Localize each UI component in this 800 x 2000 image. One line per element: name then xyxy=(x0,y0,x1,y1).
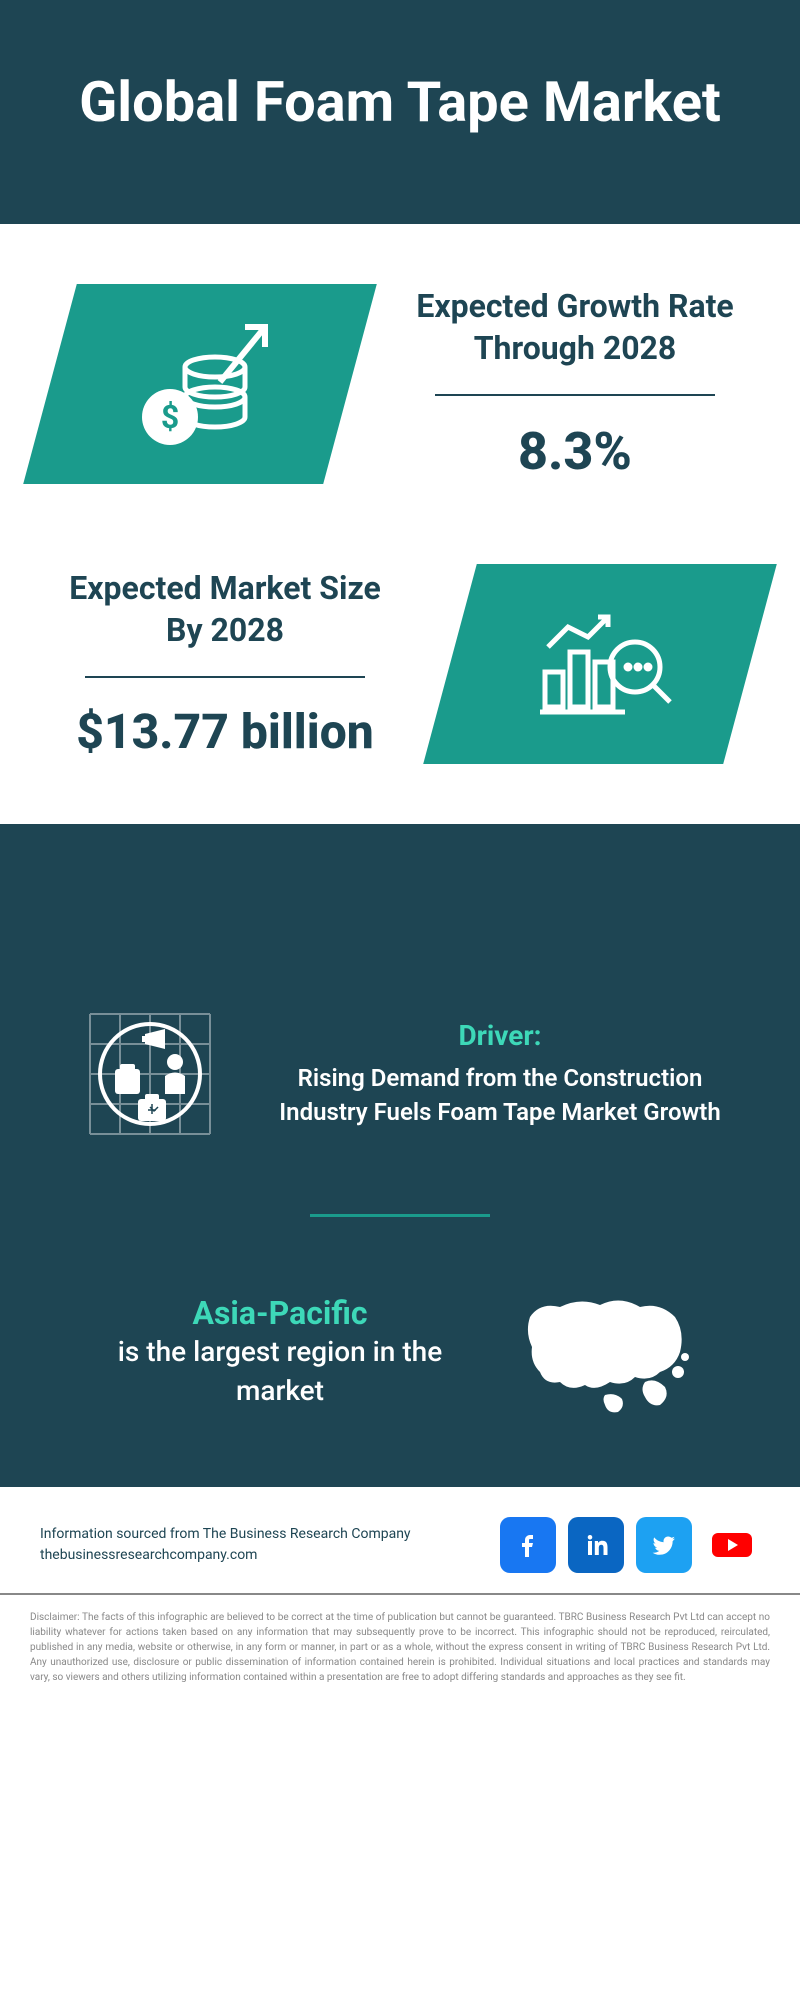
youtube-icon[interactable] xyxy=(704,1517,760,1573)
money-growth-icon: $ xyxy=(120,312,280,452)
region-name: Asia-Pacific xyxy=(90,1294,470,1332)
asia-pacific-map-icon xyxy=(510,1277,710,1427)
facebook-icon[interactable] xyxy=(500,1517,556,1573)
growth-value: 8.3% xyxy=(400,421,750,482)
driver-icon xyxy=(70,994,230,1154)
driver-label: Driver: xyxy=(270,1019,730,1052)
driver-description: Rising Demand from the Construction Indu… xyxy=(270,1062,730,1129)
twitter-icon[interactable] xyxy=(636,1517,692,1573)
linkedin-icon[interactable] xyxy=(568,1517,624,1573)
divider xyxy=(85,676,365,678)
market-size-label: Expected Market Size By 2028 xyxy=(50,568,400,651)
analytics-icon xyxy=(520,592,680,732)
footer-text: Information sourced from The Business Re… xyxy=(40,1524,411,1566)
source-url: thebusinessresearchcompany.com xyxy=(40,1545,411,1566)
growth-icon-box: $ xyxy=(23,284,377,484)
header: Global Foam Tape Market xyxy=(0,0,800,224)
driver-text: Driver: Rising Demand from the Construct… xyxy=(270,1019,730,1129)
growth-stat: Expected Growth Rate Through 2028 8.3% xyxy=(400,286,750,482)
page-title: Global Foam Tape Market xyxy=(40,70,760,134)
market-size-value: $13.77 billion xyxy=(50,703,400,760)
growth-rate-section: $ Expected Growth Rate Through 2028 8.3% xyxy=(0,224,800,524)
analytics-icon-box xyxy=(423,564,777,764)
region-description: is the largest region in the market xyxy=(90,1332,470,1410)
market-size-stat: Expected Market Size By 2028 $13.77 bill… xyxy=(50,568,400,760)
region-row: Asia-Pacific is the largest region in th… xyxy=(50,1277,750,1427)
driver-row: Driver: Rising Demand from the Construct… xyxy=(50,994,750,1154)
footer: Information sourced from The Business Re… xyxy=(0,1487,800,1595)
source-text: Information sourced from The Business Re… xyxy=(40,1524,411,1545)
svg-text:$: $ xyxy=(161,398,179,436)
social-icons xyxy=(500,1517,760,1573)
region-text: Asia-Pacific is the largest region in th… xyxy=(90,1294,470,1410)
market-size-section: Expected Market Size By 2028 $13.77 bill… xyxy=(0,524,800,824)
section-divider xyxy=(310,1214,490,1217)
divider xyxy=(435,394,715,396)
disclaimer: Disclaimer: The facts of this infographi… xyxy=(0,1595,800,1715)
growth-label: Expected Growth Rate Through 2028 xyxy=(400,286,750,369)
skyline-decoration xyxy=(0,824,800,964)
dark-section: Driver: Rising Demand from the Construct… xyxy=(0,964,800,1487)
